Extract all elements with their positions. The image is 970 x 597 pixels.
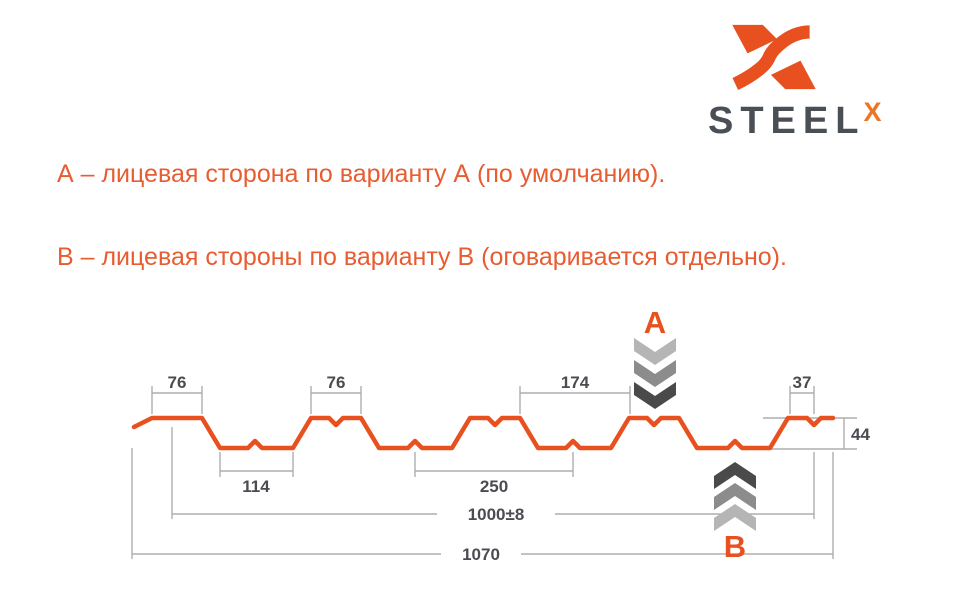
dim-height: 44 [851, 425, 870, 444]
dim-edge-flat: 37 [793, 373, 812, 392]
note-variant-a: А – лицевая сторона по варианту А (по ум… [57, 160, 666, 188]
dim-working-width: 1000±8 [468, 505, 525, 524]
note-variant-b: B – лицевая стороны по варианту B (огова… [57, 243, 787, 271]
dim-crest1-width: 76 [168, 373, 187, 392]
dim-crest2-width: 76 [327, 373, 346, 392]
wordmark-text: STEEL [708, 100, 866, 142]
dimension-lines [131, 386, 857, 559]
dim-valley-width: 114 [242, 477, 270, 496]
side-b-arrow-icon [714, 462, 756, 531]
dim-overall-width: 1070 [462, 545, 500, 564]
label-side-a: А [644, 305, 666, 340]
sheet-profile-line [131, 415, 836, 451]
steelx-wordmark: STEELX [708, 97, 938, 143]
dim-pitch: 250 [480, 477, 508, 496]
dim-crest-gap: 174 [561, 373, 590, 392]
side-a-arrow-icon [634, 338, 676, 409]
wordmark-sup-x: X [863, 97, 882, 127]
steelx-logo-icon [732, 24, 816, 90]
label-side-b: B [724, 529, 746, 564]
